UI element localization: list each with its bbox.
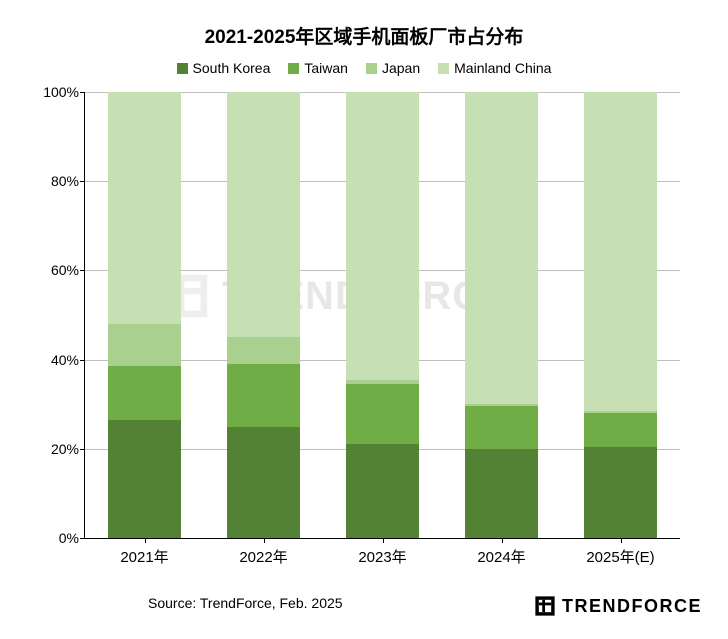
ytick-label: 40% (51, 352, 85, 368)
legend-item: South Korea (177, 60, 271, 76)
brand-logo: TRENDFORCE (534, 595, 702, 617)
legend: South Korea Taiwan Japan Mainland China (0, 60, 728, 76)
bar (584, 92, 658, 538)
legend-item: Japan (366, 60, 420, 76)
legend-label: Taiwan (304, 60, 348, 76)
bar-segment (465, 406, 539, 448)
bar-segment (227, 92, 301, 337)
bar-segment (465, 404, 539, 406)
xtick-label: 2025年(E) (586, 538, 654, 567)
bar (465, 92, 539, 538)
bar-segment (108, 324, 182, 366)
legend-label: Mainland China (454, 60, 551, 76)
bar-segment (227, 427, 301, 539)
xtick-label: 2024年 (477, 538, 525, 567)
bar (346, 92, 420, 538)
legend-item: Taiwan (288, 60, 348, 76)
legend-swatch (438, 63, 449, 74)
bar-segment (465, 92, 539, 404)
bar-segment (108, 366, 182, 420)
bar-segment (584, 413, 658, 446)
legend-swatch (177, 63, 188, 74)
legend-label: Japan (382, 60, 420, 76)
legend-item: Mainland China (438, 60, 551, 76)
legend-swatch (288, 63, 299, 74)
bar-segment (346, 384, 420, 444)
bar-segment (346, 380, 420, 384)
ytick-label: 0% (59, 530, 85, 546)
xtick-label: 2021年 (120, 538, 168, 567)
bar (108, 92, 182, 538)
bar-segment (227, 364, 301, 426)
bar-segment (227, 337, 301, 364)
bar-segment (584, 447, 658, 538)
ytick-label: 80% (51, 173, 85, 189)
ytick-label: 100% (43, 84, 85, 100)
chart-title: 2021-2025年区域手机面板厂市占分布 (0, 22, 728, 49)
ytick-label: 20% (51, 441, 85, 457)
bar-segment (108, 420, 182, 538)
ytick-label: 60% (51, 262, 85, 278)
brand-text: TRENDFORCE (562, 596, 702, 617)
legend-label: South Korea (193, 60, 271, 76)
legend-swatch (366, 63, 377, 74)
bar-segment (346, 92, 420, 380)
bar-segment (108, 92, 182, 324)
xtick-label: 2022年 (239, 538, 287, 567)
source-text: Source: TrendForce, Feb. 2025 (148, 595, 343, 611)
bar-segment (465, 449, 539, 538)
bar-segment (584, 411, 658, 413)
bar (227, 92, 301, 538)
brand-logo-icon (534, 595, 556, 617)
plot-area: 0%20%40%60%80%100%2021年2022年2023年2024年20… (84, 92, 680, 539)
xtick-label: 2023年 (358, 538, 406, 567)
bar-segment (584, 92, 658, 411)
bar-segment (346, 444, 420, 538)
